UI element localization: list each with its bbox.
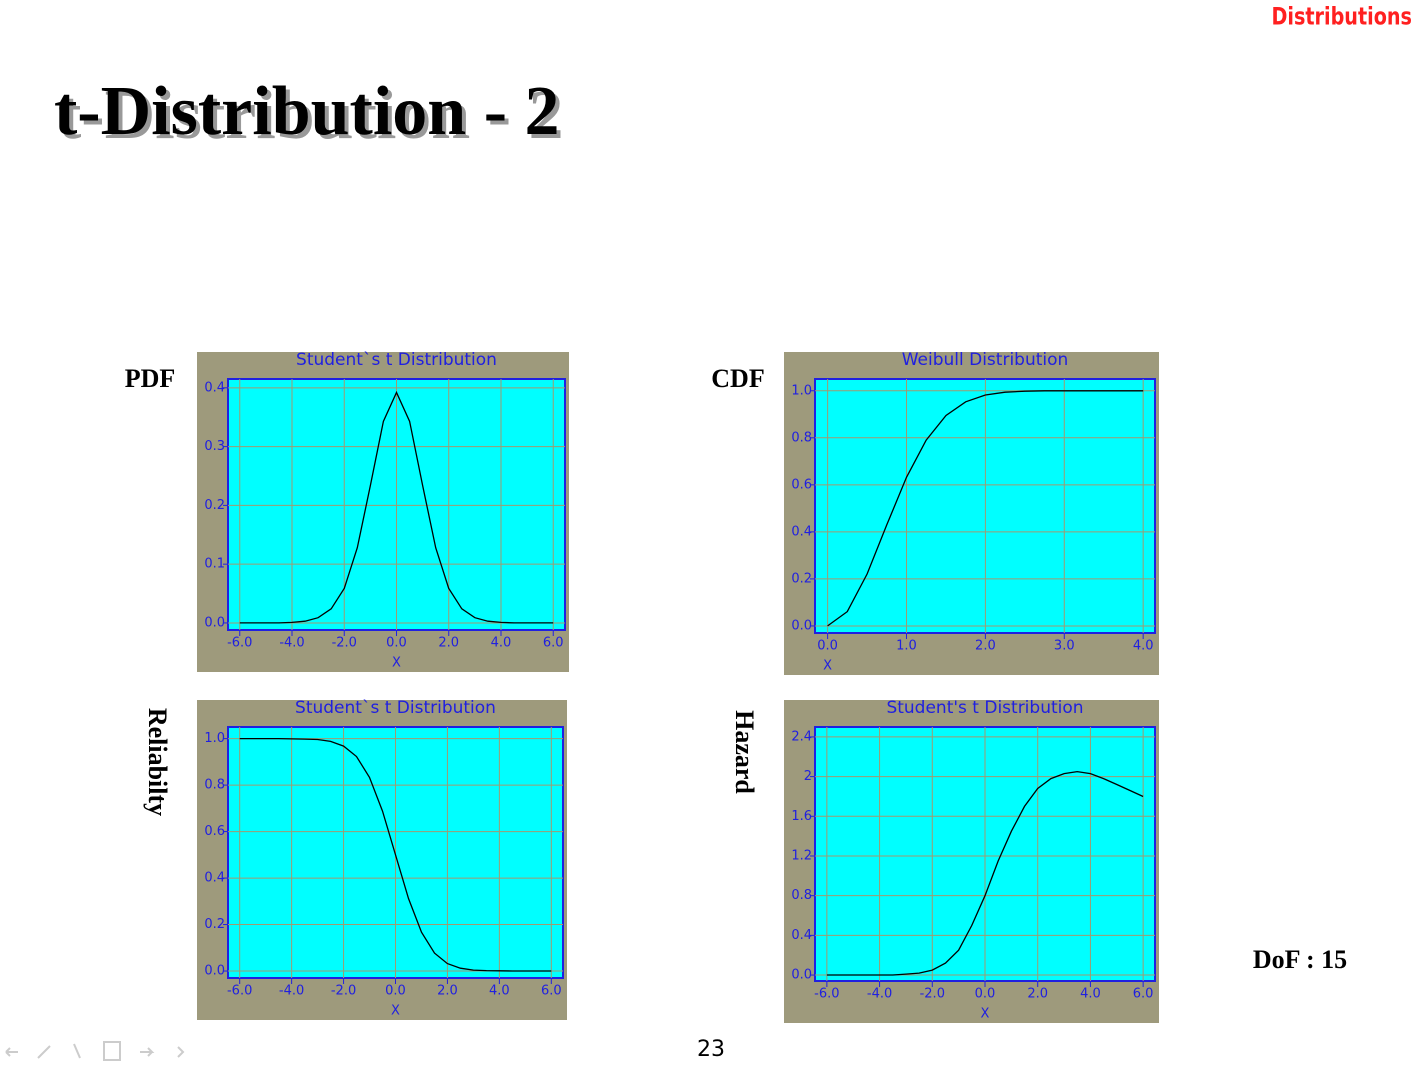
x-tick-label: 6.0: [541, 984, 562, 999]
y-axis-label: PDF: [125, 364, 176, 393]
y-tick-label: 0.1: [204, 557, 225, 572]
y-tick-label: 0.6: [791, 477, 812, 492]
x-tick-label: 4.0: [489, 984, 510, 999]
y-tick-label: 0.0: [204, 964, 225, 979]
data-line: [827, 390, 1144, 627]
chart-title: Weibull Distribution: [902, 350, 1069, 370]
y-tick-label: 1.2: [791, 848, 812, 863]
y-tick-label: 0.6: [204, 824, 225, 839]
y-tick-label: 2: [804, 769, 812, 784]
x-tick-label: -4.0: [279, 984, 304, 999]
x-tick-label: -6.0: [227, 636, 252, 651]
y-tick-label: 0.4: [791, 928, 812, 943]
x-tick-label: -2.0: [332, 636, 357, 651]
x-tick-label: 2.0: [437, 984, 458, 999]
x-tick-label: 1.0: [896, 639, 917, 654]
slide-header: Distributions: [1271, 4, 1412, 32]
x-tick-label: 6.0: [543, 636, 564, 651]
y-axis-label: CDF: [711, 364, 764, 393]
x-axis-label: X: [823, 659, 832, 674]
y-tick-label: 0.0: [791, 618, 812, 633]
x-tick-label: 0.0: [975, 987, 996, 1002]
x-tick-label: 4.0: [491, 636, 512, 651]
slide-title: t-Distribution - 2: [54, 73, 560, 150]
nav-icons[interactable]: [5, 1041, 185, 1061]
x-axis-label: X: [981, 1007, 990, 1022]
y-tick-label: 0.2: [791, 571, 812, 586]
y-tick-label: 0.8: [791, 888, 812, 903]
y-axis-label: Reliabilty: [143, 708, 172, 816]
y-tick-label: 2.4: [791, 729, 812, 744]
chart-title: Student`s t Distribution: [295, 698, 496, 718]
x-tick-label: 0.0: [817, 639, 838, 654]
y-tick-label: 1.0: [204, 731, 225, 746]
y-tick-label: 0.2: [204, 917, 225, 932]
x-tick-label: 2.0: [438, 636, 459, 651]
x-tick-label: -6.0: [814, 987, 839, 1002]
x-tick-label: -6.0: [227, 984, 252, 999]
y-tick-label: 0.4: [204, 871, 225, 886]
x-tick-label: 2.0: [1027, 987, 1048, 1002]
x-tick-label: 4.0: [1133, 639, 1154, 654]
title-shadow: t-Distribution - 2: [58, 77, 564, 154]
x-tick-label: 4.0: [1080, 987, 1101, 1002]
x-tick-label: 0.0: [385, 984, 406, 999]
y-tick-label: 0.8: [204, 778, 225, 793]
x-tick-label: 3.0: [1054, 639, 1075, 654]
y-tick-label: 0.0: [791, 968, 812, 983]
y-tick-label: 0.8: [791, 430, 812, 445]
x-axis-label: X: [392, 656, 401, 671]
data-line: [239, 390, 554, 624]
y-tick-label: 0.3: [204, 439, 225, 454]
y-tick-label: 0.4: [204, 380, 225, 395]
y-axis-label: Hazard: [730, 710, 759, 794]
y-tick-label: 1.6: [791, 809, 812, 824]
y-tick-label: 1.0: [791, 383, 812, 398]
page-number: 23: [697, 1037, 725, 1062]
x-tick-label: -2.0: [331, 984, 356, 999]
x-tick-label: -2.0: [920, 987, 945, 1002]
x-tick-label: 0.0: [386, 636, 407, 651]
dof-note: DoF : 15: [1253, 945, 1347, 974]
x-axis-label: X: [391, 1004, 400, 1019]
y-tick-label: 0.4: [791, 524, 812, 539]
x-tick-label: 6.0: [1133, 987, 1154, 1002]
chart-title: Student`s t Distribution: [296, 350, 497, 370]
x-tick-label: -4.0: [867, 987, 892, 1002]
chart-title: Student's t Distribution: [886, 698, 1083, 718]
data-line: [239, 737, 552, 972]
x-tick-label: -4.0: [279, 636, 304, 651]
data-line: [826, 770, 1144, 976]
x-tick-label: 2.0: [975, 639, 996, 654]
y-tick-label: 0.2: [204, 498, 225, 513]
y-tick-label: 0.0: [204, 615, 225, 630]
